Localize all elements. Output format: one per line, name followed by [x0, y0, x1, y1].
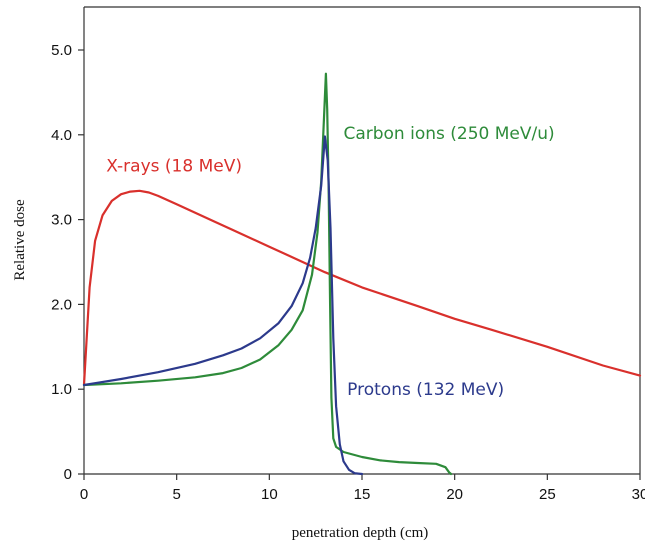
- x-tick-label: 15: [354, 486, 371, 503]
- x-axis-ticks: 0 5 10 15 20 25 30: [80, 474, 645, 503]
- carbon-ion-dose-line: [82, 72, 453, 476]
- proton-dose-line: [82, 135, 364, 476]
- series-lines: [82, 72, 642, 476]
- x-tick-label: 25: [539, 486, 556, 503]
- x-tick-label: 20: [446, 486, 463, 503]
- y-tick-label: 0: [64, 466, 72, 483]
- x-tick-label: 5: [172, 486, 180, 503]
- y-tick-label: 2.0: [51, 296, 72, 313]
- x-tick-label: 0: [80, 486, 88, 503]
- x-tick-label: 10: [261, 486, 278, 503]
- y-tick-label: 4.0: [51, 127, 72, 144]
- series-labels: X-rays (18 MeV) Carbon ions (250 MeV/u) Pr…: [106, 124, 554, 400]
- x-axis-title: penetration depth (cm): [292, 525, 429, 541]
- y-tick-label: 3.0: [51, 212, 72, 229]
- y-tick-label: 1.0: [51, 381, 72, 398]
- y-axis-ticks: 0 1.0 2.0 3.0 4.0 5.0: [51, 42, 84, 483]
- carbon-ion-series-label: Carbon ions (250 MeV/u): [343, 124, 554, 144]
- y-tick-label: 5.0: [51, 42, 72, 59]
- proton-series-label: Protons (132 MeV): [347, 380, 504, 400]
- y-axis-title: Relative dose: [12, 199, 28, 281]
- xray-dose-line: [82, 189, 642, 387]
- xray-series-label: X-rays (18 MeV): [106, 156, 242, 176]
- x-tick-label: 30: [632, 486, 645, 503]
